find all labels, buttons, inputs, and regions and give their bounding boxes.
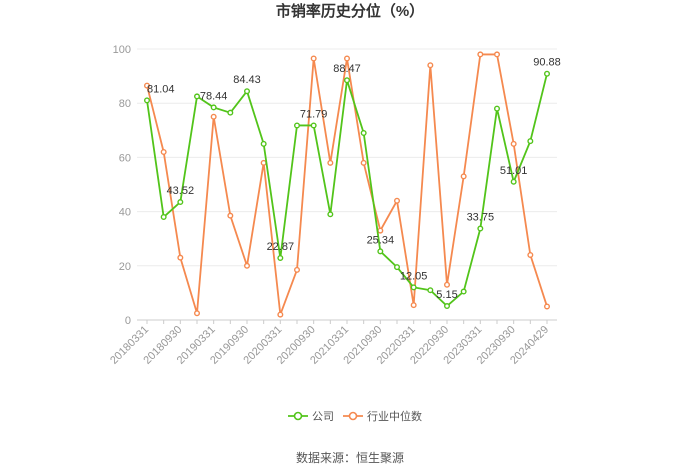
data-point[interactable] — [210, 104, 217, 111]
data-point[interactable] — [444, 303, 451, 310]
legend-item-0[interactable]: 公司 — [288, 411, 334, 423]
data-point[interactable] — [160, 148, 167, 155]
legend-label: 行业中位数 — [367, 409, 422, 423]
data-point[interactable] — [344, 77, 351, 84]
data-point[interactable] — [210, 113, 217, 120]
data-point[interactable] — [143, 82, 150, 89]
data-point[interactable] — [527, 251, 534, 258]
data-point[interactable] — [277, 311, 284, 318]
y-axis: 0 20 40 60 80 100 — [113, 44, 131, 327]
data-point[interactable] — [327, 159, 334, 166]
data-point[interactable] — [444, 281, 451, 288]
data-point[interactable] — [177, 254, 184, 261]
y-tick-label: 20 — [119, 261, 131, 273]
series-0 — [143, 70, 551, 310]
data-point[interactable] — [227, 109, 234, 116]
data-point[interactable] — [410, 284, 417, 291]
data-point[interactable] — [243, 262, 250, 269]
data-point[interactable] — [377, 227, 384, 234]
data-point[interactable] — [410, 302, 417, 309]
data-label: 51.01 — [500, 165, 528, 177]
data-point[interactable] — [477, 225, 484, 232]
data-label: 88.47 — [333, 63, 361, 75]
data-label: 5.15 — [436, 289, 457, 301]
data-label: 12.05 — [400, 270, 428, 282]
data-point[interactable] — [544, 70, 551, 77]
legend[interactable]: 公司 行业中位数 — [288, 409, 422, 423]
data-point[interactable] — [377, 248, 384, 255]
data-point[interactable] — [310, 55, 317, 62]
data-label: 78.44 — [200, 90, 228, 102]
data-point[interactable] — [344, 55, 351, 62]
data-point[interactable] — [527, 138, 534, 145]
data-point[interactable] — [460, 173, 467, 180]
data-point[interactable] — [143, 97, 150, 104]
y-tick-label: 0 — [125, 315, 131, 327]
data-point[interactable] — [510, 140, 517, 147]
data-point[interactable] — [477, 51, 484, 58]
data-point[interactable] — [460, 288, 467, 295]
data-point[interactable] — [277, 255, 284, 262]
data-point[interactable] — [310, 122, 317, 129]
data-point[interactable] — [394, 264, 401, 271]
legend-swatch-marker — [293, 411, 303, 421]
series-1 — [143, 51, 551, 318]
x-axis: 2018033120180930201903312019093020200331… — [108, 320, 551, 367]
data-point[interactable] — [294, 266, 301, 273]
data-point[interactable] — [394, 197, 401, 204]
data-point[interactable] — [260, 159, 267, 166]
data-point[interactable] — [193, 93, 200, 100]
data-source-note: 数据来源：恒生聚源 — [296, 450, 404, 465]
y-tick-label: 40 — [119, 207, 131, 219]
legend-label: 公司 — [312, 411, 334, 423]
data-point[interactable] — [160, 214, 167, 221]
data-point[interactable] — [544, 303, 551, 310]
data-point[interactable] — [360, 159, 367, 166]
data-label: 33.75 — [467, 212, 495, 224]
data-point[interactable] — [243, 88, 250, 95]
chart-title: 市销率历史分位（%） — [276, 2, 424, 20]
data-point[interactable] — [427, 287, 434, 294]
data-label: 90.88 — [533, 57, 561, 69]
data-label: 22.87 — [267, 241, 295, 253]
data-point[interactable] — [427, 62, 434, 69]
y-tick-label: 60 — [119, 152, 131, 164]
data-point[interactable] — [494, 105, 501, 112]
data-point[interactable] — [177, 199, 184, 206]
data-point[interactable] — [360, 130, 367, 137]
y-tick-label: 100 — [113, 44, 131, 56]
data-point[interactable] — [260, 140, 267, 147]
data-labels: 81.04 43.52 78.44 84.43 22.87 71.79 88.47 25.34… — [147, 57, 561, 301]
data-point[interactable] — [327, 211, 334, 218]
data-point[interactable] — [510, 178, 517, 185]
legend-swatch-marker — [348, 411, 358, 421]
data-label: 43.52 — [167, 185, 195, 197]
y-tick-label: 80 — [119, 98, 131, 110]
data-point[interactable] — [494, 51, 501, 58]
legend-item-1[interactable]: 行业中位数 — [343, 409, 422, 423]
data-point[interactable] — [294, 122, 301, 129]
data-label: 84.43 — [233, 74, 261, 86]
series-layer — [143, 51, 551, 318]
data-label: 71.79 — [300, 108, 328, 120]
data-label: 25.34 — [367, 234, 395, 246]
data-label: 81.04 — [147, 83, 175, 95]
data-point[interactable] — [227, 212, 234, 219]
data-point[interactable] — [193, 310, 200, 317]
